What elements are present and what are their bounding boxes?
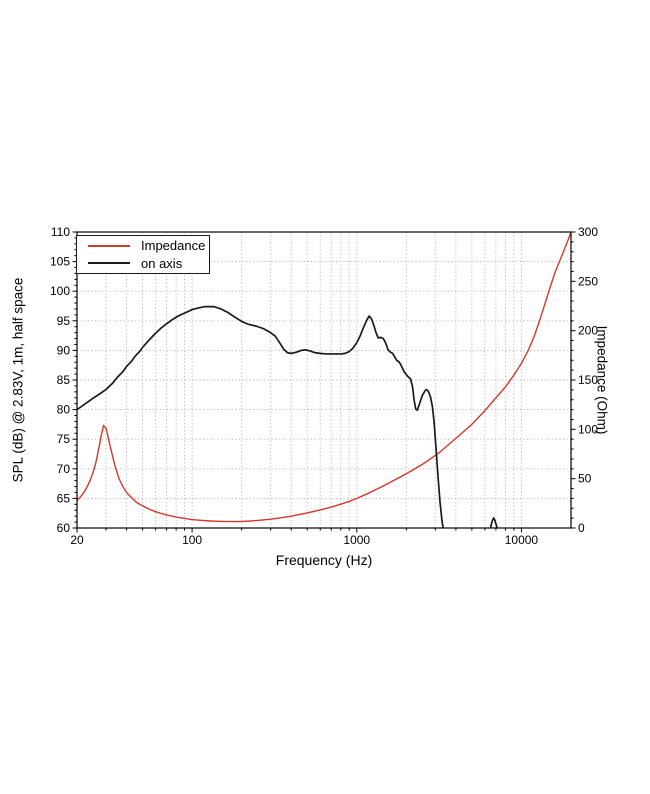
x-tick-label: 1000 <box>343 533 370 547</box>
y-left-tick-label: 105 <box>50 255 70 269</box>
right-axis-title: Impedance (Ohm) <box>594 325 610 435</box>
impedance-line-swatch <box>88 244 130 247</box>
y-left-tick-label: 100 <box>50 284 70 298</box>
y-left-tick-label: 85 <box>57 373 71 387</box>
y-right-tick-label: 250 <box>578 274 598 288</box>
legend-label-on-axis: on axis <box>141 255 183 271</box>
y-left-tick-label: 110 <box>51 225 70 239</box>
legend-item-on-axis: on axis <box>88 255 209 271</box>
left-axis-title: SPL (dB) @ 2.83V, 1m, half space <box>10 277 26 483</box>
x-axis-title: Frequency (Hz) <box>275 552 373 568</box>
y-left-tick-label: 80 <box>57 403 71 417</box>
y-left-tick-label: 90 <box>57 343 71 357</box>
x-tick-label: 10000 <box>505 533 539 547</box>
x-tick-label: 20 <box>70 533 84 547</box>
y-left-tick-label: 75 <box>57 432 71 446</box>
legend-item-impedance: Impedance <box>88 238 209 254</box>
y-right-tick-label: 150 <box>578 373 598 387</box>
y-right-tick-label: 300 <box>578 225 598 239</box>
y-left-tick-label: 70 <box>57 462 71 476</box>
legend-label-impedance: Impedance <box>141 238 206 254</box>
y-right-tick-label: 50 <box>578 472 592 486</box>
series-on-axis <box>489 517 498 528</box>
y-left-tick-label: 60 <box>57 521 71 535</box>
y-left-tick-label: 95 <box>57 314 71 328</box>
y-right-tick-label: 100 <box>578 422 598 436</box>
y-right-tick-label: 200 <box>578 324 598 338</box>
on-axis-line-swatch <box>88 262 130 265</box>
series-on-axis <box>77 305 445 528</box>
x-tick-label: 100 <box>182 533 202 547</box>
plot-border <box>76 231 572 529</box>
legend: Impedance on axis <box>76 235 210 274</box>
series-impedance <box>77 232 571 523</box>
y-left-tick-label: 65 <box>57 491 71 505</box>
y-right-tick-label: 0 <box>578 521 585 535</box>
